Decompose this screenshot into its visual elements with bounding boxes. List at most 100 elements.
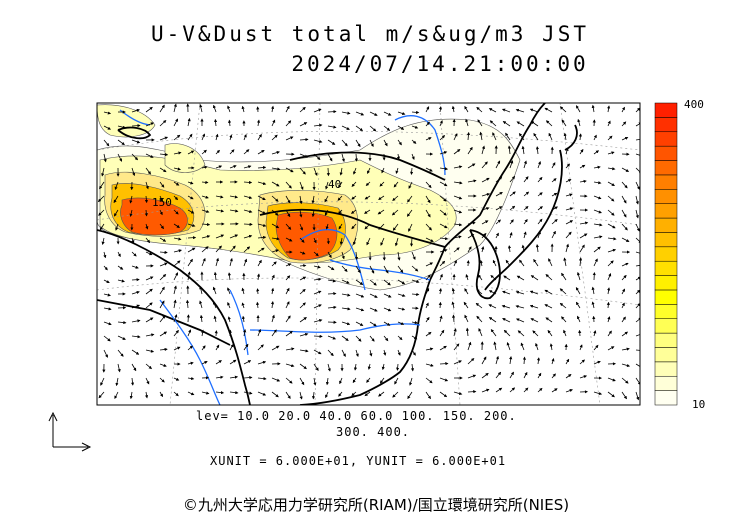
copyright-notice: ©九州大学応用力学研究所(RIAM)/国立環境研究所(NIES) [182,496,570,514]
wind-vector [621,316,626,323]
wind-vector [243,195,253,199]
wind-vector [201,209,210,213]
wind-vector [129,195,133,204]
wind-vector [117,363,121,373]
wind-vector [537,387,543,393]
wind-vector [492,132,497,141]
wind-vector [299,106,306,113]
wind-vector [502,290,511,295]
wind-vector [579,148,584,155]
wind-vector [481,388,490,393]
wind-vector [606,301,610,309]
wind-vector [199,300,203,309]
wind-vector [325,377,330,386]
wind-vector [285,195,291,204]
wind-vector [425,237,434,242]
wind-vector [438,288,443,295]
wind-vector [515,108,525,113]
wind-vector [201,329,205,337]
wind-vector [187,236,197,240]
wind-vector [271,377,281,382]
wind-vector [229,209,239,213]
wind-vector [355,349,359,358]
wind-vector [411,292,420,296]
wind-vector [299,153,309,158]
wind-vector [271,329,277,337]
wind-vector [479,259,483,267]
wind-vector [256,273,261,281]
wind-vector [326,167,330,177]
colorbar [654,102,678,406]
wind-vector [593,344,599,351]
wind-vector [467,234,475,239]
wind-vector [465,118,469,127]
wind-vector [425,195,431,204]
wind-vector [352,237,357,246]
wind-vector [353,167,357,175]
wind-vector [131,278,140,282]
wind-vector [229,257,233,267]
wind-vector [551,218,558,225]
wind-vector [635,251,640,255]
wind-vector [621,302,625,309]
wind-vector [476,288,483,295]
wind-vector [548,258,553,267]
wind-vector [635,302,640,309]
wind-vector [379,181,385,187]
wind-vector [481,246,485,253]
wind-vector [115,223,119,231]
wind-vector [159,119,167,127]
wind-vector [187,376,195,381]
wind-vector [493,341,497,351]
wind-vector [453,343,460,351]
wind-vector [311,209,315,218]
wind-vector [341,251,345,260]
wind-vector [199,104,203,113]
wind-vector [97,195,105,203]
wind-vector [607,330,612,337]
wind-vector [635,332,640,337]
wind-vector [411,279,420,284]
wind-vector [159,181,165,188]
wind-vector [113,195,119,204]
wind-vector [621,237,630,242]
wind-vector [535,244,539,253]
wind-vector [229,234,239,239]
wind-vector [285,315,291,323]
colorbar-segment [654,160,678,176]
wind-vector [270,301,275,309]
wind-vector [131,349,140,355]
wind-vector [187,195,194,200]
wind-vector [393,181,399,188]
wind-vector [481,232,487,239]
wind-vector [311,391,316,400]
wind-vector [565,207,574,211]
wind-vector [201,195,209,199]
wind-vector [299,317,307,323]
wind-vector [187,271,191,281]
wind-vector [367,167,371,175]
wind-vector [173,314,178,323]
wind-vector [215,165,223,169]
wind-vector [186,314,190,323]
wind-vector [635,107,640,113]
colorbar-segment [654,289,678,305]
wind-vector [502,121,511,127]
wind-vector [439,120,443,127]
wind-vector [545,274,553,281]
wind-vector [579,233,588,239]
wind-vectors [97,103,640,401]
wind-vector [285,105,290,113]
wind-vector [212,104,217,113]
wind-vector [117,320,127,325]
wind-vector [488,317,497,323]
wind-vector [243,222,253,226]
wind-vector [113,209,119,217]
wind-vector [229,149,235,155]
wind-vector [173,118,178,127]
wind-vector [199,314,204,323]
wind-vector [313,277,322,281]
wind-vector [117,335,126,340]
wind-vector [425,363,434,367]
